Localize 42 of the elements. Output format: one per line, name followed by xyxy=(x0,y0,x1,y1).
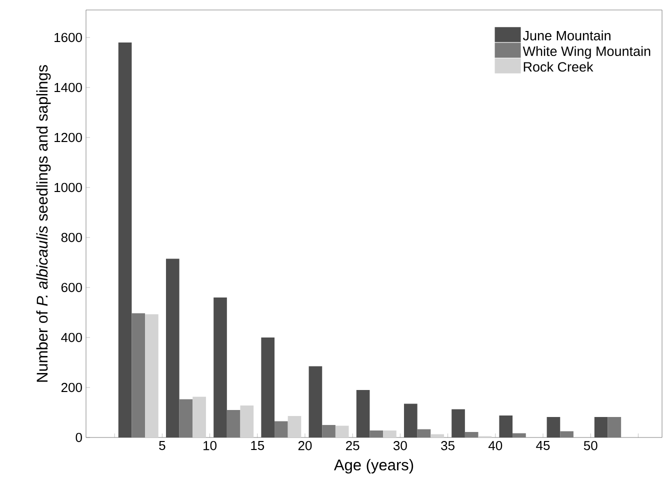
bar xyxy=(430,434,444,438)
bar xyxy=(370,430,384,438)
y-tick-label: 1400 xyxy=(54,82,82,92)
bar xyxy=(464,432,478,438)
x-tick-label: 50 xyxy=(584,441,598,450)
x-tick-label: 40 xyxy=(488,441,502,450)
legend-label: June Mountain xyxy=(522,30,610,40)
bar xyxy=(240,405,254,438)
bar xyxy=(179,399,193,438)
legend-label: Rock Creek xyxy=(524,62,594,72)
bar xyxy=(192,396,206,438)
bar xyxy=(132,313,146,438)
y-axis-title: Number of P. albicaulis seedlings and saplings xyxy=(36,65,51,382)
bar xyxy=(145,314,158,438)
y-tick-label: 1200 xyxy=(54,132,82,142)
x-tick-label: 5 xyxy=(159,441,166,450)
y-tick-label: 200 xyxy=(61,382,82,392)
x-tick-label: 30 xyxy=(393,441,407,450)
bar xyxy=(608,416,622,438)
y-tick-label: 0 xyxy=(76,432,82,442)
bar xyxy=(335,426,349,438)
x-tick-label: 45 xyxy=(536,441,550,450)
bar xyxy=(560,431,574,438)
bar xyxy=(383,430,396,438)
x-tick-label: 10 xyxy=(204,441,216,450)
y-tick-label: 800 xyxy=(61,232,82,242)
y-tick-label: 1000 xyxy=(54,182,82,192)
y-tick-label: 1600 xyxy=(54,32,82,42)
bar xyxy=(288,416,302,438)
x-axis-title: Age (years) xyxy=(334,459,414,474)
x-tick-label: 20 xyxy=(298,441,312,450)
x-tick-label: 25 xyxy=(346,441,360,450)
bar xyxy=(274,421,288,438)
bar xyxy=(417,429,431,438)
bar xyxy=(226,410,240,438)
x-tick-label: 35 xyxy=(441,441,454,450)
x-tick-label: 15 xyxy=(251,441,264,450)
bar xyxy=(512,433,526,438)
bar xyxy=(322,424,336,438)
y-tick-label: 400 xyxy=(61,332,82,342)
y-tick-label: 600 xyxy=(61,282,82,292)
legend-label: White Wing Mountain xyxy=(522,46,650,59)
